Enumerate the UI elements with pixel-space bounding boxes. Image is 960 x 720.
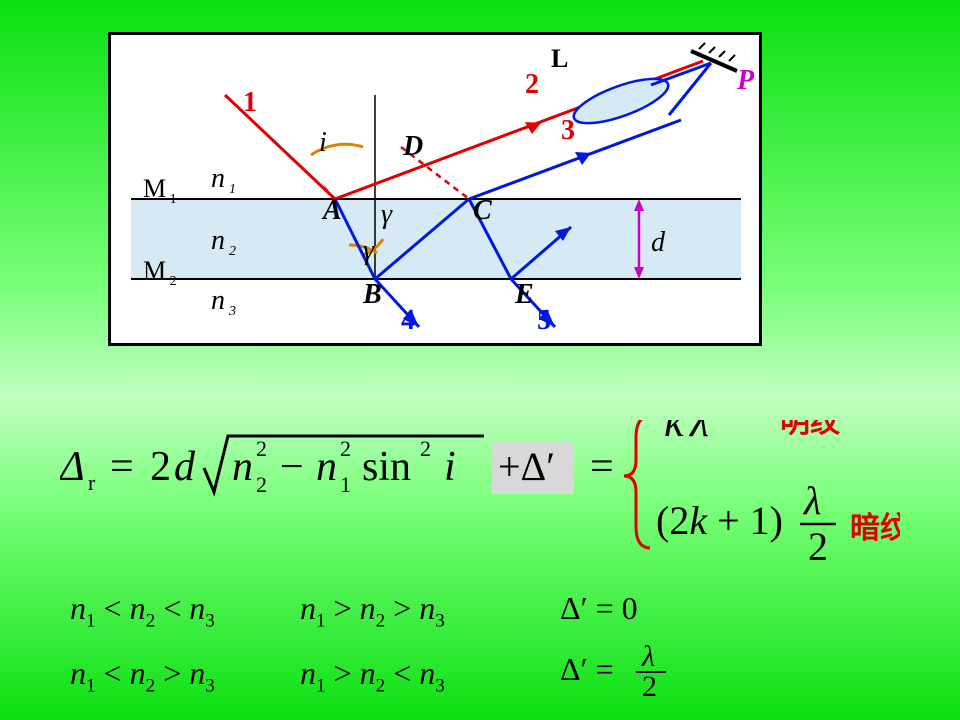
eq-n1sup: 2 xyxy=(340,436,351,461)
eq-2: 2 xyxy=(150,444,171,490)
label-D: D xyxy=(402,131,423,162)
label-ray5: 5 xyxy=(537,305,551,336)
lens xyxy=(569,70,673,132)
label-ray3: 3 xyxy=(561,115,575,146)
eq-dark-2: 2 xyxy=(808,524,828,569)
label-dark: 暗纹 xyxy=(850,512,900,545)
conditions-row2b: n1 > n2 < n3 xyxy=(300,655,445,697)
label-L: L xyxy=(551,44,568,73)
eq-sinsup: 2 xyxy=(420,436,431,461)
label-E: E xyxy=(514,279,534,310)
optics-diagram: M 1 M 2 n1 n2 n3 i γ γ 1 2 3 4 5 A B C D… xyxy=(108,32,762,346)
label-B: B xyxy=(362,279,382,310)
label-gamma1: γ xyxy=(381,199,393,230)
result-row1: Δ′ = 0 xyxy=(560,590,638,627)
label-bright: 明纹 xyxy=(780,420,841,439)
svg-text:Δ′ =: Δ′ = xyxy=(560,651,614,687)
label-d: d xyxy=(651,227,666,258)
eq-n2sub: 2 xyxy=(256,472,267,497)
eq-n2: n xyxy=(232,444,253,490)
eq-eq2: = xyxy=(590,444,614,490)
result-row2: Δ′ = λ 2 xyxy=(560,640,720,708)
main-equation: Δ r = 2 d n 2 2 − n 2 1 sin 2 i +Δ′ = k … xyxy=(60,420,900,550)
eq-n1sub: 1 xyxy=(340,472,351,497)
eq-sin: sin xyxy=(362,444,411,490)
eq-k: k xyxy=(664,420,685,446)
conditions-row1: n1 < n2 < n3 xyxy=(70,590,215,632)
eq-dark-lambda: λ xyxy=(803,478,821,523)
label-gamma2: γ xyxy=(363,235,375,266)
label-n1: n1 xyxy=(211,163,236,197)
eq-eq1: = xyxy=(110,444,134,490)
label-P: P xyxy=(736,65,755,96)
label-A: A xyxy=(321,195,342,226)
label-ray4: 4 xyxy=(401,305,415,336)
conditions-row1b: n1 > n2 > n3 xyxy=(300,590,445,632)
label-n3: n3 xyxy=(211,285,236,319)
svg-text:λ: λ xyxy=(641,640,655,673)
eq-d: d xyxy=(174,444,196,490)
label-M1: M 1 xyxy=(143,174,177,207)
eq-n1: n xyxy=(316,444,337,490)
label-ray2: 2 xyxy=(525,69,539,100)
eq-r: r xyxy=(88,470,96,495)
eq-lambda: λ xyxy=(688,420,709,446)
label-i: i xyxy=(319,127,327,158)
eq-n2sup: 2 xyxy=(256,436,267,461)
svg-text:2: 2 xyxy=(642,670,657,700)
label-ray1: 1 xyxy=(243,87,257,118)
eq-delta: Δ xyxy=(60,444,85,490)
ray-3-out xyxy=(469,120,681,199)
eq-i: i xyxy=(444,444,456,490)
conditions-row2: n1 < n2 > n3 xyxy=(70,655,215,697)
eq-dark-paren: (2k + 1) xyxy=(656,498,783,543)
brace xyxy=(624,420,650,548)
eq-plusdelta: +Δ′ xyxy=(498,444,555,489)
label-C: C xyxy=(473,195,492,226)
eq-minus: − xyxy=(280,444,304,490)
